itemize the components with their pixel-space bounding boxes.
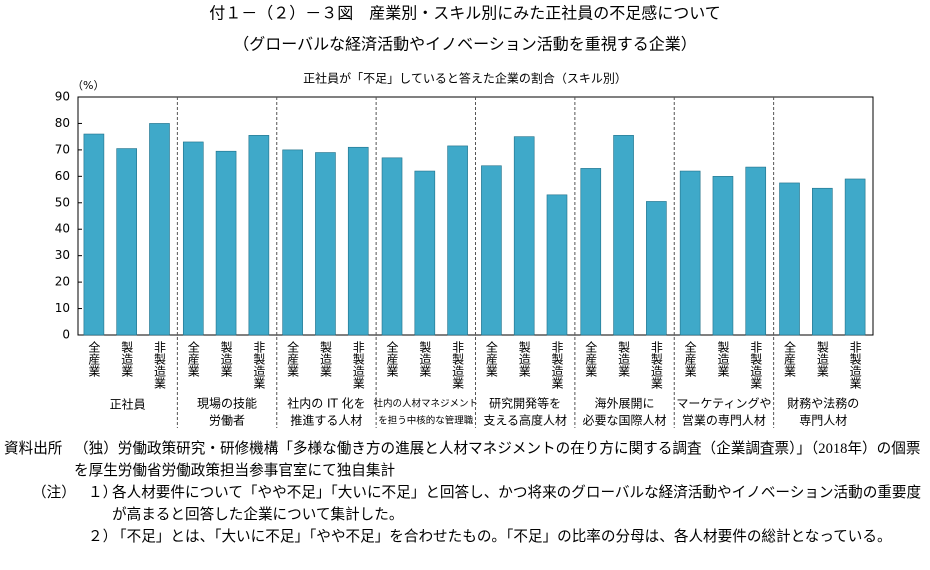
group-label: 推進する人材 [290, 414, 362, 428]
bar [580, 168, 602, 336]
group-label: マーケティングや [676, 397, 771, 411]
x-tick-label: 製造業 [617, 341, 631, 377]
bar [347, 146, 369, 336]
source-text: （独）労働政策研究・研修機構「多様な働き方の進展と人材マネジメントの在り方に関す… [74, 441, 921, 479]
x-tick-label: 全産業 [186, 340, 200, 377]
bar [679, 170, 701, 336]
y-tick-label: 60 [55, 169, 70, 183]
x-tick-label: 非製造業 [848, 341, 862, 389]
bar [613, 135, 634, 336]
note-item: ２） 「不足」とは、「大いに不足」「やや不足」を合わせたもの。「不足」の比率の分母… [88, 526, 928, 548]
note-items: １） 各人材要件について「やや不足」「大いに不足」と回答し、かつ将来のグローバルな… [88, 482, 928, 548]
x-tick-label: 製造業 [219, 341, 233, 377]
bar [481, 165, 502, 336]
source-row: 資料出所 （独）労働政策研究・研修機構「多様な働き方の進展と人材マネジメントの在… [4, 438, 928, 482]
group-label: 研究開発等を [489, 396, 561, 411]
note-text: 各人材要件について「やや不足」「大いに不足」と回答し、かつ将来のグローバルな経済… [112, 485, 922, 523]
note-number: ２） [88, 529, 118, 545]
bar [779, 182, 800, 336]
bar [381, 157, 403, 336]
x-tick-label: 製造業 [120, 341, 134, 377]
y-tick-label: 70 [55, 142, 70, 156]
bar [447, 145, 468, 336]
x-tick-label: 製造業 [716, 341, 730, 377]
group-label: 必要な国際人材 [583, 414, 667, 428]
x-tick-label: 全産業 [683, 340, 697, 377]
x-tick-label: 全産業 [484, 340, 498, 377]
y-tick-label: 30 [55, 248, 70, 262]
bar [712, 176, 734, 336]
y-axis-label: （%） [72, 79, 104, 92]
y-tick-label: 80 [55, 116, 70, 130]
x-tick-label: 全産業 [385, 340, 399, 377]
x-tick-label: 全産業 [584, 340, 598, 377]
bar [182, 141, 204, 336]
x-tick-label: 製造業 [517, 341, 531, 377]
note-row: （注） １） 各人材要件について「やや不足」「大いに不足」と回答し、かつ将来のグロ… [4, 482, 928, 548]
plot-title: 正社員が「不足」していると答えた企業の割合（スキル別） [303, 71, 627, 86]
group-label: 現場の技能 [197, 397, 257, 411]
y-tick-label: 0 [62, 328, 70, 342]
bar [116, 148, 137, 336]
x-tick-label: 非製造業 [550, 341, 564, 389]
chart-title: 付１－（２）－３図 産業別・スキル別にみた正社員の不足感について [209, 4, 721, 23]
x-tick-label: 製造業 [815, 341, 829, 377]
y-tick-label: 90 [55, 90, 70, 104]
bar [513, 136, 535, 336]
source-label: 資料出所 [4, 441, 63, 457]
x-tick-label: 製造業 [318, 341, 332, 377]
chart: 付１－（２）－３図 産業別・スキル別にみた正社員の不足感について （グローバルな… [55, 4, 874, 428]
bar [248, 135, 270, 336]
group-label: を担う中核的な管理職 [378, 415, 474, 427]
x-tick-label: 非製造業 [351, 341, 365, 389]
y-tick-label: 20 [55, 275, 70, 289]
group-label: 専門人材 [799, 414, 847, 428]
bar [282, 149, 303, 336]
x-tick-label: 製造業 [418, 341, 432, 377]
note-label: （注） [32, 485, 76, 501]
x-tick-label: 非製造業 [252, 341, 266, 389]
bar [812, 187, 833, 336]
bar [315, 152, 336, 336]
group-label: 社内の人材マネジメント [374, 398, 479, 410]
bar [215, 150, 237, 336]
y-tick-label: 40 [55, 222, 70, 236]
x-tick-label: 全産業 [783, 340, 797, 377]
group-label: 営業の専門人材 [682, 414, 766, 428]
note-item: １） 各人材要件について「やや不足」「大いに不足」と回答し、かつ将来のグローバルな… [88, 482, 928, 526]
x-tick-label: 非製造業 [749, 341, 763, 389]
bar [546, 194, 568, 336]
y-tick-label: 50 [55, 195, 70, 209]
x-tick-label: 非製造業 [451, 341, 465, 389]
x-tick-label: 非製造業 [649, 341, 663, 389]
group-label: 支える高度人材 [483, 413, 567, 428]
bar [745, 166, 767, 336]
bar [149, 123, 170, 336]
notes: 資料出所 （独）労働政策研究・研修機構「多様な働き方の進展と人材マネジメントの在… [4, 438, 928, 548]
x-tick-label: 全産業 [286, 340, 300, 377]
bar [83, 133, 105, 336]
group-label: 正社員 [110, 397, 146, 412]
group-label: 社内の IT 化を [287, 396, 366, 411]
group-label: 海外展開に [595, 396, 655, 411]
bar [646, 201, 667, 336]
note-number: １） [88, 485, 118, 501]
x-tick-label: 非製造業 [152, 341, 166, 389]
note-text: 「不足」とは、「大いに不足」「やや不足」を合わせたもの。「不足」の比率の分母は、… [112, 529, 892, 545]
group-label: 労働者 [209, 414, 245, 428]
chart-subtitle: （グローバルな経済活動やイノベーション活動を重視する企業） [233, 35, 697, 54]
x-tick-label: 全産業 [87, 340, 101, 377]
group-label: 財務や法務の [787, 396, 859, 411]
bar [844, 178, 866, 336]
y-tick-label: 10 [55, 301, 70, 315]
bar [414, 170, 436, 336]
